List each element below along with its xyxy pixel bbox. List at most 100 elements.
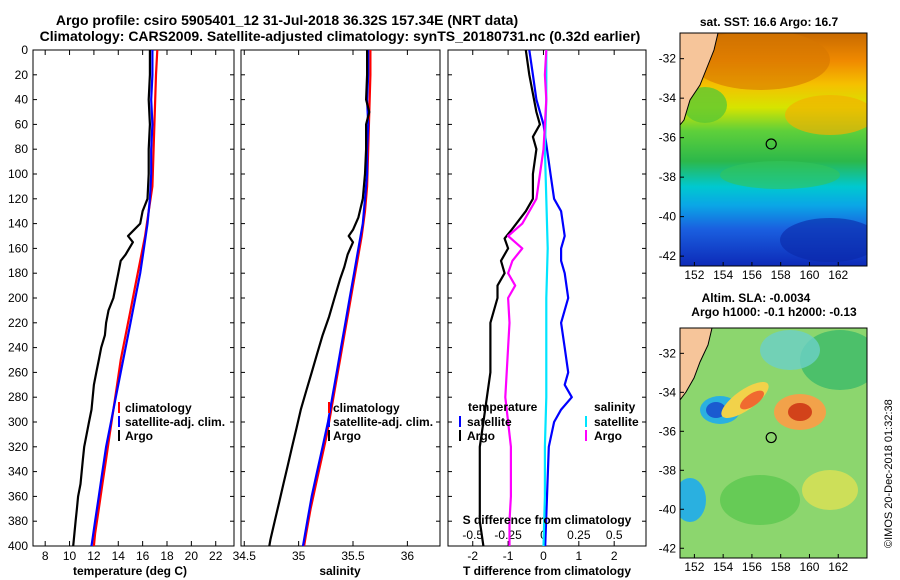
sst-cold-pool xyxy=(780,218,867,262)
difference-axis-ticks: -2 -1 0 1 2-0.5 -0.25 0 0.25 0.5 xyxy=(448,49,646,563)
temperature-legend: climatology satellite-adj. clim. Argo xyxy=(118,401,225,443)
series-line-argo xyxy=(72,50,151,547)
depth-tick-label: 280 xyxy=(8,390,28,404)
x-tick-label: -2 xyxy=(467,549,478,563)
depth-tick-label: 80 xyxy=(15,142,29,156)
depth-tick-label: 60 xyxy=(15,117,29,131)
map-x-tick-label: 160 xyxy=(799,268,819,282)
depth-tick-label: 200 xyxy=(8,291,28,305)
sla-yellow-patch xyxy=(802,470,858,510)
legend-swatch-sal-satellite xyxy=(585,416,587,427)
map-x-tick-label: 152 xyxy=(684,560,704,574)
map-x-tick-label: 154 xyxy=(713,268,733,282)
depth-tick-label: 380 xyxy=(8,514,28,528)
map-y-tick-label: -32 xyxy=(659,52,677,66)
legend-label-argo: Argo xyxy=(125,429,153,443)
difference-temperature-legend: temperature satellite Argo xyxy=(459,400,538,443)
map-y-tick-label: -40 xyxy=(659,502,677,516)
s-tick-label: -0.25 xyxy=(494,528,522,542)
salinity-panel: 34.5 35 35.5 36 climatology satellite-adj. … xyxy=(233,49,441,578)
map-x-tick-label: 160 xyxy=(799,560,819,574)
map-x-tick-label: 152 xyxy=(684,268,704,282)
difference-xlabel: T difference from climatology xyxy=(463,564,631,578)
legend-swatch-climatology xyxy=(118,402,120,413)
sst-coastline xyxy=(680,33,719,126)
sla-map-frame xyxy=(679,327,868,559)
depth-tick-label: 300 xyxy=(8,415,28,429)
depth-tick-label: 140 xyxy=(8,217,28,231)
legend-label-argo: Argo xyxy=(333,429,361,443)
depth-tick-label: 120 xyxy=(8,192,28,206)
depth-tick-label: 0 xyxy=(21,43,28,57)
map-y-tick-label: -36 xyxy=(659,424,677,438)
x-tick-label: 35.5 xyxy=(341,549,365,563)
sst-land xyxy=(680,33,718,125)
legend-label-sal-satellite: satellite xyxy=(594,415,639,429)
sla-green-patch xyxy=(720,475,800,525)
s-difference-label: S difference from climatology xyxy=(463,513,632,527)
series-line-satellite-adj-clim- xyxy=(301,50,370,547)
x-tick-label: 1 xyxy=(575,549,582,563)
s-tick-label: 0.25 xyxy=(567,528,591,542)
x-tick-label: 16 xyxy=(136,549,150,563)
map-y-tick-label: -40 xyxy=(659,210,677,224)
sst-map-frame xyxy=(679,32,868,267)
salinity-plot-frame xyxy=(240,49,441,547)
series-line-temperature-argo xyxy=(478,49,542,547)
sst-orange-tongue xyxy=(785,95,867,135)
s-tick-label: 0.5 xyxy=(606,528,623,542)
depth-tick-label: 220 xyxy=(8,316,28,330)
x-tick-label: -1 xyxy=(503,549,514,563)
x-tick-label: 36 xyxy=(401,549,415,563)
legend-label-sal-argo: Argo xyxy=(594,429,622,443)
sla-map-axis-ticks: 152 154 156 158 160 162 -32 -34 -36 -38 -40 -42 xyxy=(659,346,849,574)
difference-series xyxy=(478,49,573,547)
map-y-tick-label: -42 xyxy=(659,541,677,555)
x-tick-label: 10 xyxy=(63,549,77,563)
depth-tick-label: 160 xyxy=(8,241,28,255)
x-tick-label: 8 xyxy=(42,549,49,563)
imos-watermark: ©IMOS 20-Dec-2018 01:32:38 xyxy=(883,399,895,548)
x-tick-label: 18 xyxy=(160,549,174,563)
figure-title-line2: Climatology: CARS2009. Satellite-adjuste… xyxy=(40,28,641,44)
map-y-tick-label: -32 xyxy=(659,346,677,360)
salinity-axis-ticks: 34.5 35 35.5 36 xyxy=(233,49,440,563)
sst-cool-patch xyxy=(720,161,840,189)
x-tick-label: 2 xyxy=(611,549,618,563)
series-line-satellite-adj-clim- xyxy=(90,50,154,547)
x-tick-label: 14 xyxy=(112,549,126,563)
legend-swatch-climatology xyxy=(328,402,330,413)
depth-tick-label: 20 xyxy=(15,68,29,82)
depth-tick-label: 360 xyxy=(8,489,28,503)
sla-map-title-line1: Altim. SLA: -0.0034 xyxy=(702,291,811,305)
map-x-tick-label: 158 xyxy=(771,560,791,574)
legend-label-satellite: satellite-adj. clim. xyxy=(125,415,225,429)
depth-axis-labels: 0 20 40 60 80 100 120 140 160 180 200 220 240 260 280 3… xyxy=(8,43,28,553)
temperature-xlabel: temperature (deg C) xyxy=(73,564,187,578)
sla-map-title-line2: Argo h1000: -0.1 h2000: -0.13 xyxy=(691,305,857,319)
temperature-panel: 8 10 12 14 16 18 20 22 climatology satellite-ad… xyxy=(32,49,235,578)
legend-title-temperature: temperature xyxy=(468,400,538,414)
legend-label-climatology: climatology xyxy=(333,401,400,415)
x-tick-label: 34.5 xyxy=(233,549,257,563)
s-tick-label: -0.5 xyxy=(462,528,483,542)
map-y-tick-label: -36 xyxy=(659,131,677,145)
map-x-tick-label: 158 xyxy=(771,268,791,282)
sst-warm-eddy xyxy=(683,87,727,123)
map-y-tick-label: -38 xyxy=(659,170,677,184)
legend-label-climatology: climatology xyxy=(125,401,192,415)
temperature-series xyxy=(72,49,159,547)
sla-blue-low xyxy=(706,402,726,418)
series-line-argo xyxy=(268,50,371,547)
series-line-climatology xyxy=(92,49,159,547)
x-tick-label: 12 xyxy=(87,549,101,563)
depth-tick-label: 180 xyxy=(8,266,28,280)
legend-swatch-satellite xyxy=(118,416,120,427)
temperature-axis-ticks: 8 10 12 14 16 18 20 22 xyxy=(33,49,234,563)
sst-map-axis-ticks: 152 154 156 158 160 162 -32 -34 -36 -38 -40 -42 xyxy=(659,52,849,282)
depth-tick-label: 40 xyxy=(15,93,29,107)
x-tick-label: 0 xyxy=(540,549,547,563)
legend-label-temp-argo: Argo xyxy=(467,429,495,443)
legend-label-temp-satellite: satellite xyxy=(467,415,512,429)
